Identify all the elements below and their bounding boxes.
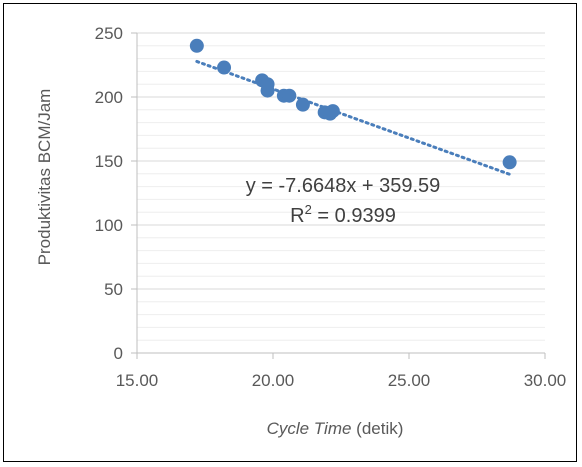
trendline-equation: y = -7.6648x + 359.59 bbox=[246, 175, 441, 197]
x-tick-label: 25.00 bbox=[388, 371, 431, 390]
axes bbox=[131, 32, 546, 359]
y-tick-label: 50 bbox=[104, 280, 123, 299]
y-axis-title: Produktivitas BCM/Jam bbox=[35, 89, 54, 266]
data-point bbox=[325, 104, 340, 119]
x-tick-label: 20.00 bbox=[252, 371, 295, 390]
x-axis-title: Cycle Time (detik) bbox=[267, 419, 404, 438]
minor-gridlines bbox=[137, 45, 545, 341]
x-axis-title-italic: Cycle Time bbox=[267, 419, 352, 438]
y-tick-label: 150 bbox=[95, 152, 123, 171]
y-tick-label: 100 bbox=[95, 216, 123, 235]
chart-frame bbox=[3, 3, 577, 462]
x-tick-label: 15.00 bbox=[116, 371, 159, 390]
y-tick-label: 250 bbox=[95, 24, 123, 43]
data-point bbox=[502, 155, 517, 170]
x-tick-labels: 15.00 20.00 25.00 30.00 bbox=[116, 371, 567, 390]
r-squared-letter: R bbox=[290, 205, 304, 227]
data-point bbox=[260, 83, 275, 98]
trendline bbox=[195, 59, 512, 176]
y-tick-label: 0 bbox=[114, 344, 123, 363]
x-tick-label: 30.00 bbox=[524, 371, 567, 390]
data-point bbox=[295, 97, 310, 112]
y-tick-labels: 0 50 100 150 200 250 bbox=[95, 24, 123, 363]
data-points bbox=[189, 38, 517, 170]
data-point bbox=[217, 60, 232, 75]
y-tick-label: 200 bbox=[95, 88, 123, 107]
r-squared-exponent: 2 bbox=[305, 202, 312, 217]
r-squared-value: = 0.9399 bbox=[312, 205, 396, 227]
r-squared-label: R2 = 0.9399 bbox=[290, 202, 396, 227]
trendline-group bbox=[195, 59, 512, 176]
data-point bbox=[282, 88, 297, 103]
x-axis-title-unit: (detik) bbox=[351, 419, 403, 438]
data-point bbox=[189, 38, 204, 53]
major-gridlines bbox=[137, 32, 545, 290]
